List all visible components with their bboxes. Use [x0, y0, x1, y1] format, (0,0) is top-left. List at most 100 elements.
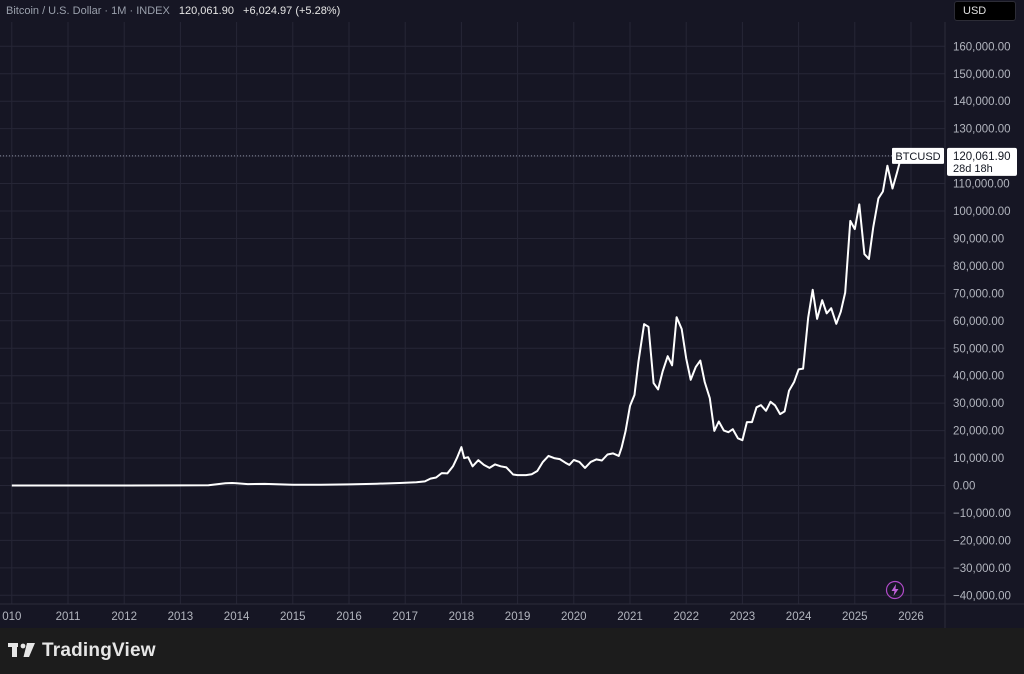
x-tick-label: 2024	[786, 611, 812, 623]
data-point	[681, 328, 683, 330]
y-tick-label: 30,000.00	[953, 398, 1004, 410]
data-point	[812, 289, 814, 291]
chart-area[interactable]: 160,000.00 150,000.00 140,000.00 130,000.00…	[0, 0, 1024, 628]
y-tick-label: 80,000.00	[953, 261, 1004, 273]
footer-bar: TradingView	[0, 628, 1024, 674]
data-point	[573, 459, 575, 461]
data-point	[568, 464, 570, 466]
y-tick-label: 130,000.00	[953, 124, 1011, 136]
x-tick-label: 2013	[168, 611, 194, 623]
data-point	[607, 453, 609, 455]
y-tick-label: 140,000.00	[953, 96, 1011, 108]
y-tick-label: 50,000.00	[953, 343, 1004, 355]
ticker-label: BTCUSD	[895, 151, 940, 163]
data-point	[835, 323, 837, 325]
data-point	[807, 317, 809, 319]
data-point	[415, 481, 417, 483]
data-point	[536, 470, 538, 472]
data-point	[247, 483, 249, 485]
y-tick-label: 70,000.00	[953, 288, 1004, 300]
data-point	[179, 484, 181, 486]
x-tick-label: 2012	[111, 611, 137, 623]
data-point	[601, 460, 603, 462]
data-point	[625, 430, 627, 432]
data-point	[320, 484, 322, 486]
price-label-value: 120,061.90	[953, 151, 1011, 163]
y-tick-label: 160,000.00	[953, 41, 1011, 53]
y-tick-label: 40,000.00	[953, 371, 1004, 383]
data-point	[685, 357, 687, 359]
y-tick-label: 110,000.00	[953, 179, 1010, 191]
data-point	[578, 461, 580, 463]
x-tick-label: 2021	[617, 611, 643, 623]
data-point	[472, 465, 474, 467]
symbol-header: Bitcoin / U.S. Dollar · 1M · INDEX 120,0…	[6, 5, 340, 17]
x-tick-label: 2019	[505, 611, 531, 623]
x-tick-label: 2018	[449, 611, 475, 623]
chart-background	[0, 0, 1024, 628]
data-point	[699, 360, 701, 362]
data-point	[667, 355, 669, 357]
data-point	[376, 483, 378, 485]
data-point	[671, 364, 673, 366]
data-point	[424, 480, 426, 482]
data-point	[727, 431, 729, 433]
data-point	[531, 473, 533, 475]
data-point	[802, 368, 804, 370]
data-point	[224, 482, 226, 484]
data-point	[429, 478, 431, 480]
x-tick-label: 2023	[730, 611, 756, 623]
data-point	[868, 258, 870, 260]
data-point	[765, 410, 767, 412]
data-point	[559, 458, 561, 460]
data-point	[746, 421, 748, 423]
data-point	[741, 439, 743, 441]
data-point	[67, 485, 69, 487]
data-point	[564, 462, 566, 464]
data-point	[709, 397, 711, 399]
data-point	[662, 371, 664, 373]
data-point	[500, 465, 502, 467]
data-point	[653, 382, 655, 384]
data-point	[123, 484, 125, 486]
x-tick-label: 2022	[673, 611, 699, 623]
data-point	[830, 307, 832, 309]
x-tick-label: 010	[2, 611, 21, 623]
data-point	[348, 483, 350, 485]
data-point	[633, 394, 635, 396]
brand[interactable]: TradingView	[8, 640, 156, 662]
data-point	[621, 447, 623, 449]
data-point	[755, 406, 757, 408]
tradingview-logo-icon	[8, 643, 36, 659]
x-tick-label: 2020	[561, 611, 587, 623]
y-tick-label: 20,000.00	[953, 426, 1004, 438]
price-label-box	[947, 147, 1017, 176]
data-point	[399, 482, 401, 484]
data-point	[590, 461, 592, 463]
currency-button[interactable]: USD	[954, 1, 1016, 21]
data-point	[695, 366, 697, 368]
data-point	[208, 484, 210, 486]
y-tick-label: −40,000.00	[953, 590, 1011, 602]
lightning-icon[interactable]	[885, 580, 905, 605]
symbol-name[interactable]: Bitcoin / U.S. Dollar · 1M · INDEX	[6, 5, 170, 17]
y-tick-label: 100,000.00	[953, 206, 1011, 218]
data-point	[517, 474, 519, 476]
data-point	[494, 463, 496, 465]
price-chart[interactable]: 160,000.00 150,000.00 140,000.00 130,000.00…	[0, 0, 1024, 628]
ticker-label-box	[892, 147, 944, 164]
brand-name: TradingView	[42, 640, 156, 661]
data-point	[788, 390, 790, 392]
price-series-line[interactable]	[11, 155, 903, 487]
data-point	[896, 172, 898, 174]
data-point	[648, 326, 650, 328]
y-tick-label: 150,000.00	[953, 69, 1011, 81]
data-point	[231, 482, 233, 484]
data-point	[774, 404, 776, 406]
data-point	[821, 299, 823, 301]
data-point	[886, 165, 888, 167]
y-tick-label: 10,000.00	[953, 453, 1004, 465]
x-tick-label: 2011	[56, 611, 81, 623]
data-point	[737, 437, 739, 439]
data-point	[553, 457, 555, 459]
